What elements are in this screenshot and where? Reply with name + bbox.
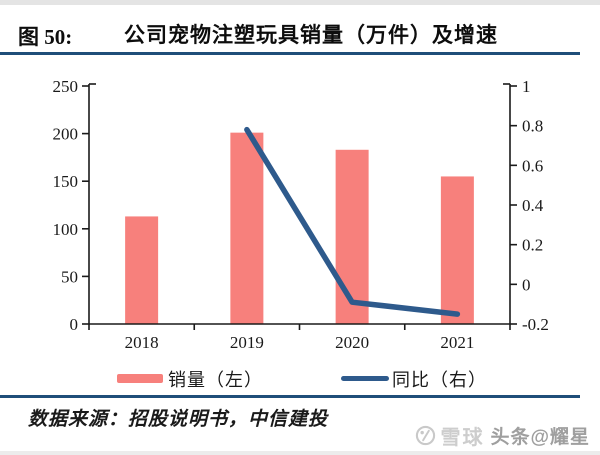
figure-number-label: 图 50: (18, 25, 73, 49)
svg-text:0: 0 (70, 315, 79, 334)
svg-text:1: 1 (522, 77, 531, 96)
xueqiu-logo-icon (416, 425, 436, 446)
svg-text:-0.2: -0.2 (522, 315, 549, 334)
bottom-edge-strip (0, 451, 600, 455)
legend-line-swatch-icon (341, 376, 389, 381)
svg-text:2020: 2020 (335, 333, 369, 352)
top-edge-strip (0, 0, 600, 5)
svg-text:0.4: 0.4 (522, 196, 544, 215)
legend-label-sales: 销量（左） (168, 370, 263, 390)
svg-text:0: 0 (522, 275, 531, 294)
watermark: 雪球 头条@耀星 (415, 421, 590, 450)
svg-text:150: 150 (53, 172, 79, 191)
svg-text:200: 200 (53, 125, 79, 144)
svg-text:2019: 2019 (230, 333, 264, 352)
sales-growth-chart: 0 50 100 150 200 250 -0.2 0 0.2 0.4 0.6 0.8 1 2018 201… (53, 77, 549, 352)
title-divider (0, 52, 580, 55)
svg-text:2021: 2021 (440, 333, 474, 352)
svg-text:100: 100 (53, 220, 79, 239)
data-source-note: 数据来源：招股说明书，中信建投 (28, 409, 329, 430)
svg-text:0.6: 0.6 (522, 156, 543, 175)
svg-text:250: 250 (53, 77, 79, 96)
figure-title: 公司宠物注塑玩具销量（万件）及增速 (124, 24, 498, 47)
legend-bar-swatch-icon (117, 374, 163, 383)
svg-text:0.8: 0.8 (522, 117, 543, 136)
footer-divider (0, 395, 580, 398)
svg-text:50: 50 (61, 267, 78, 286)
svg-text:2018: 2018 (125, 333, 159, 352)
legend-label-yoy: 同比（右） (392, 370, 487, 390)
toutiao-watermark-text: 头条@耀星 (490, 427, 590, 448)
xueqiu-watermark-text: 雪球 (440, 427, 485, 449)
svg-text:0.2: 0.2 (522, 236, 543, 255)
